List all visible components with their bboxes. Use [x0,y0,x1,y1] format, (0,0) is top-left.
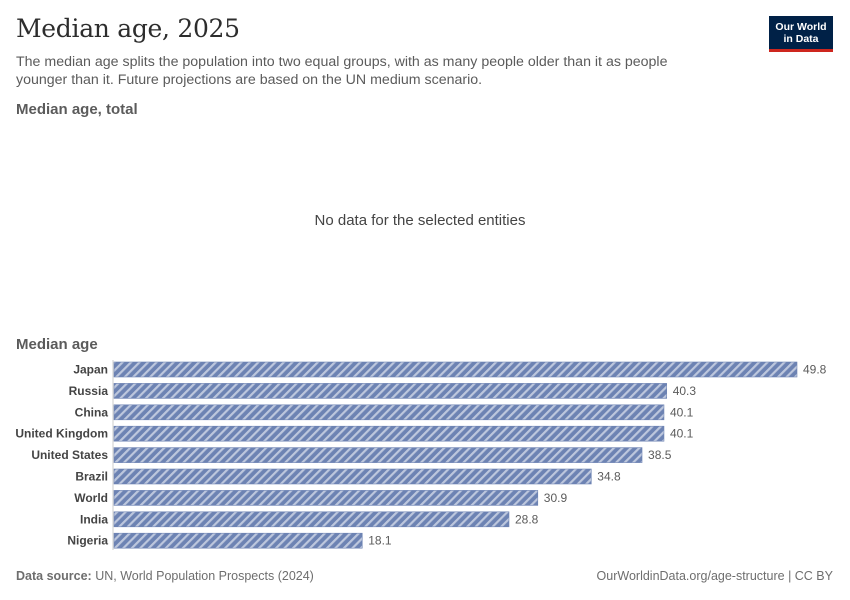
bar-world[interactable] [113,490,539,506]
value-label-india: 28.8 [515,512,539,526]
median-age-bar-chart: Japan 49.8 Russia 40.3 China 40.1 United Kingd… [15,360,827,550]
value-label-nigeria: 18.1 [368,534,392,548]
bar-nigeria[interactable] [113,532,363,549]
value-label-russia: 40.3 [673,384,697,398]
category-label-united-states: United States [31,448,108,462]
bar-russia[interactable] [113,383,668,399]
bar-united-kingdom[interactable] [113,425,665,442]
no-data-message: No data for the selected entities [314,212,526,229]
chart-title: Median age, 2025 [16,14,240,43]
footer-source: Data source: UN, World Population Prospe… [16,569,314,583]
category-label-china: China [75,405,109,419]
source-label: Data source: [16,569,92,583]
category-label-nigeria: Nigeria [67,534,108,548]
logo-line-2: in Data [783,33,819,45]
panel-title-median: Median age [16,336,98,353]
category-label-japan: Japan [73,363,108,377]
value-label-world: 30.9 [544,491,568,505]
category-label-russia: Russia [69,384,109,398]
source-text: UN, World Population Prospects (2024) [95,569,314,583]
category-label-brazil: Brazil [75,470,108,484]
panel-title-total: Median age, total [16,101,138,118]
value-label-japan: 49.8 [803,363,827,377]
bar-brazil[interactable] [113,468,592,485]
bar-china[interactable] [113,404,665,421]
bar-japan[interactable] [113,361,798,378]
logo-line-1: Our World [775,21,827,33]
bar-united-states[interactable] [113,447,643,463]
owid-logo[interactable]: Our World in Data [769,16,833,52]
bar-india[interactable] [113,511,510,528]
value-label-united-states: 38.5 [648,448,672,462]
value-label-united-kingdom: 40.1 [670,427,694,441]
footer-credit[interactable]: OurWorldinData.org/age-structure | CC BY [596,569,833,583]
category-label-india: India [80,512,108,526]
chart-subtitle: The median age splits the population int… [16,54,668,88]
category-label-united-kingdom: United Kingdom [15,427,108,441]
value-label-china: 40.1 [670,405,694,419]
category-label-world: World [74,491,108,505]
value-label-brazil: 34.8 [597,470,621,484]
